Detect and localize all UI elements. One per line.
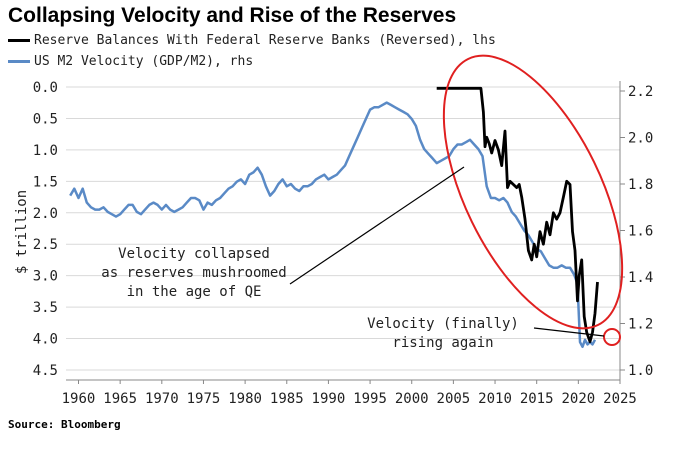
legend-swatch-reserves <box>8 39 30 42</box>
legend-item-reserves: Reserve Balances With Federal Reserve Ba… <box>8 33 496 48</box>
right-tick-label: 1.8 <box>628 177 653 193</box>
left-tick-label: 2.0 <box>33 206 58 222</box>
left-tick-label: 0.5 <box>33 111 58 127</box>
x-tick-label: 1970 <box>145 391 179 407</box>
x-tick-label: 2015 <box>520 391 554 407</box>
chart-title: Collapsing Velocity and Rise of the Rese… <box>8 4 457 27</box>
legend-item-velocity: US M2 Velocity (GDP/M2), rhs <box>8 54 253 69</box>
right-tick-label: 2.2 <box>628 84 653 100</box>
annotations: Velocity collapsed as reserves mushroomed… <box>101 54 624 351</box>
x-tick-label: 1990 <box>312 391 346 407</box>
left-tick-label: 1.5 <box>33 174 58 190</box>
legend-label-velocity: US M2 Velocity (GDP/M2), rhs <box>34 54 254 69</box>
grid <box>66 86 620 371</box>
series-reserves-line <box>436 86 599 344</box>
annotation-pointer-2 <box>533 327 605 337</box>
right-tick-label: 1.6 <box>628 224 653 240</box>
annotation-velocity-collapsed-line: in the age of QE <box>127 284 262 300</box>
x-tick-label: 1965 <box>103 391 137 407</box>
left-tick-label: 2.5 <box>33 237 58 253</box>
series-velocity-line <box>69 101 597 349</box>
left-tick-label: 1.0 <box>33 143 58 159</box>
x-tick-label: 2020 <box>561 391 595 407</box>
series-lines <box>69 86 599 349</box>
annotation-rising-again-line: rising again <box>392 335 493 351</box>
left-tick-label: 3.0 <box>33 269 58 285</box>
x-tick-label: 2000 <box>395 391 429 407</box>
annotation-velocity-collapsed-line: Velocity collapsed <box>118 246 270 262</box>
left-tick-label: 0.0 <box>33 80 58 96</box>
x-tick-label: 1975 <box>187 391 221 407</box>
highlight-circle <box>603 328 621 346</box>
right-tick-label: 1.4 <box>628 270 653 286</box>
right-tick-label: 2.0 <box>628 131 653 147</box>
left-tick-label: 4.5 <box>33 363 58 379</box>
x-tick-label: 2005 <box>437 391 471 407</box>
left-axis-title: $ trillion <box>14 190 30 274</box>
left-tick-label: 4.0 <box>33 332 58 348</box>
axes: 0.0 0.5 1.0 1.5 2.0 2.5 3.0 3.5 4.0 4.5 1.0 1.2 1.4 1… <box>14 80 653 407</box>
right-tick-label: 1.0 <box>628 363 653 379</box>
annotation-velocity-collapsed-line: as reserves mushroomed <box>101 265 286 281</box>
annotation-rising-again-line: Velocity (finally) <box>367 316 519 332</box>
x-tick-label: 1980 <box>228 391 262 407</box>
x-tick-label: 2010 <box>478 391 512 407</box>
x-tick-label: 1960 <box>62 391 96 407</box>
highlight-ellipse <box>442 54 624 330</box>
legend-swatch-velocity <box>8 60 30 63</box>
source-note: Source: Bloomberg <box>8 418 121 431</box>
left-tick-label: 3.5 <box>33 300 58 316</box>
legend-label-reserves: Reserve Balances With Federal Reserve Ba… <box>34 33 496 48</box>
annotation-pointer-1 <box>289 166 465 285</box>
right-tick-label: 1.2 <box>628 317 653 333</box>
x-tick-label: 1995 <box>353 391 387 407</box>
x-tick-label: 1985 <box>270 391 304 407</box>
x-tick-label: 2025 <box>603 391 637 407</box>
